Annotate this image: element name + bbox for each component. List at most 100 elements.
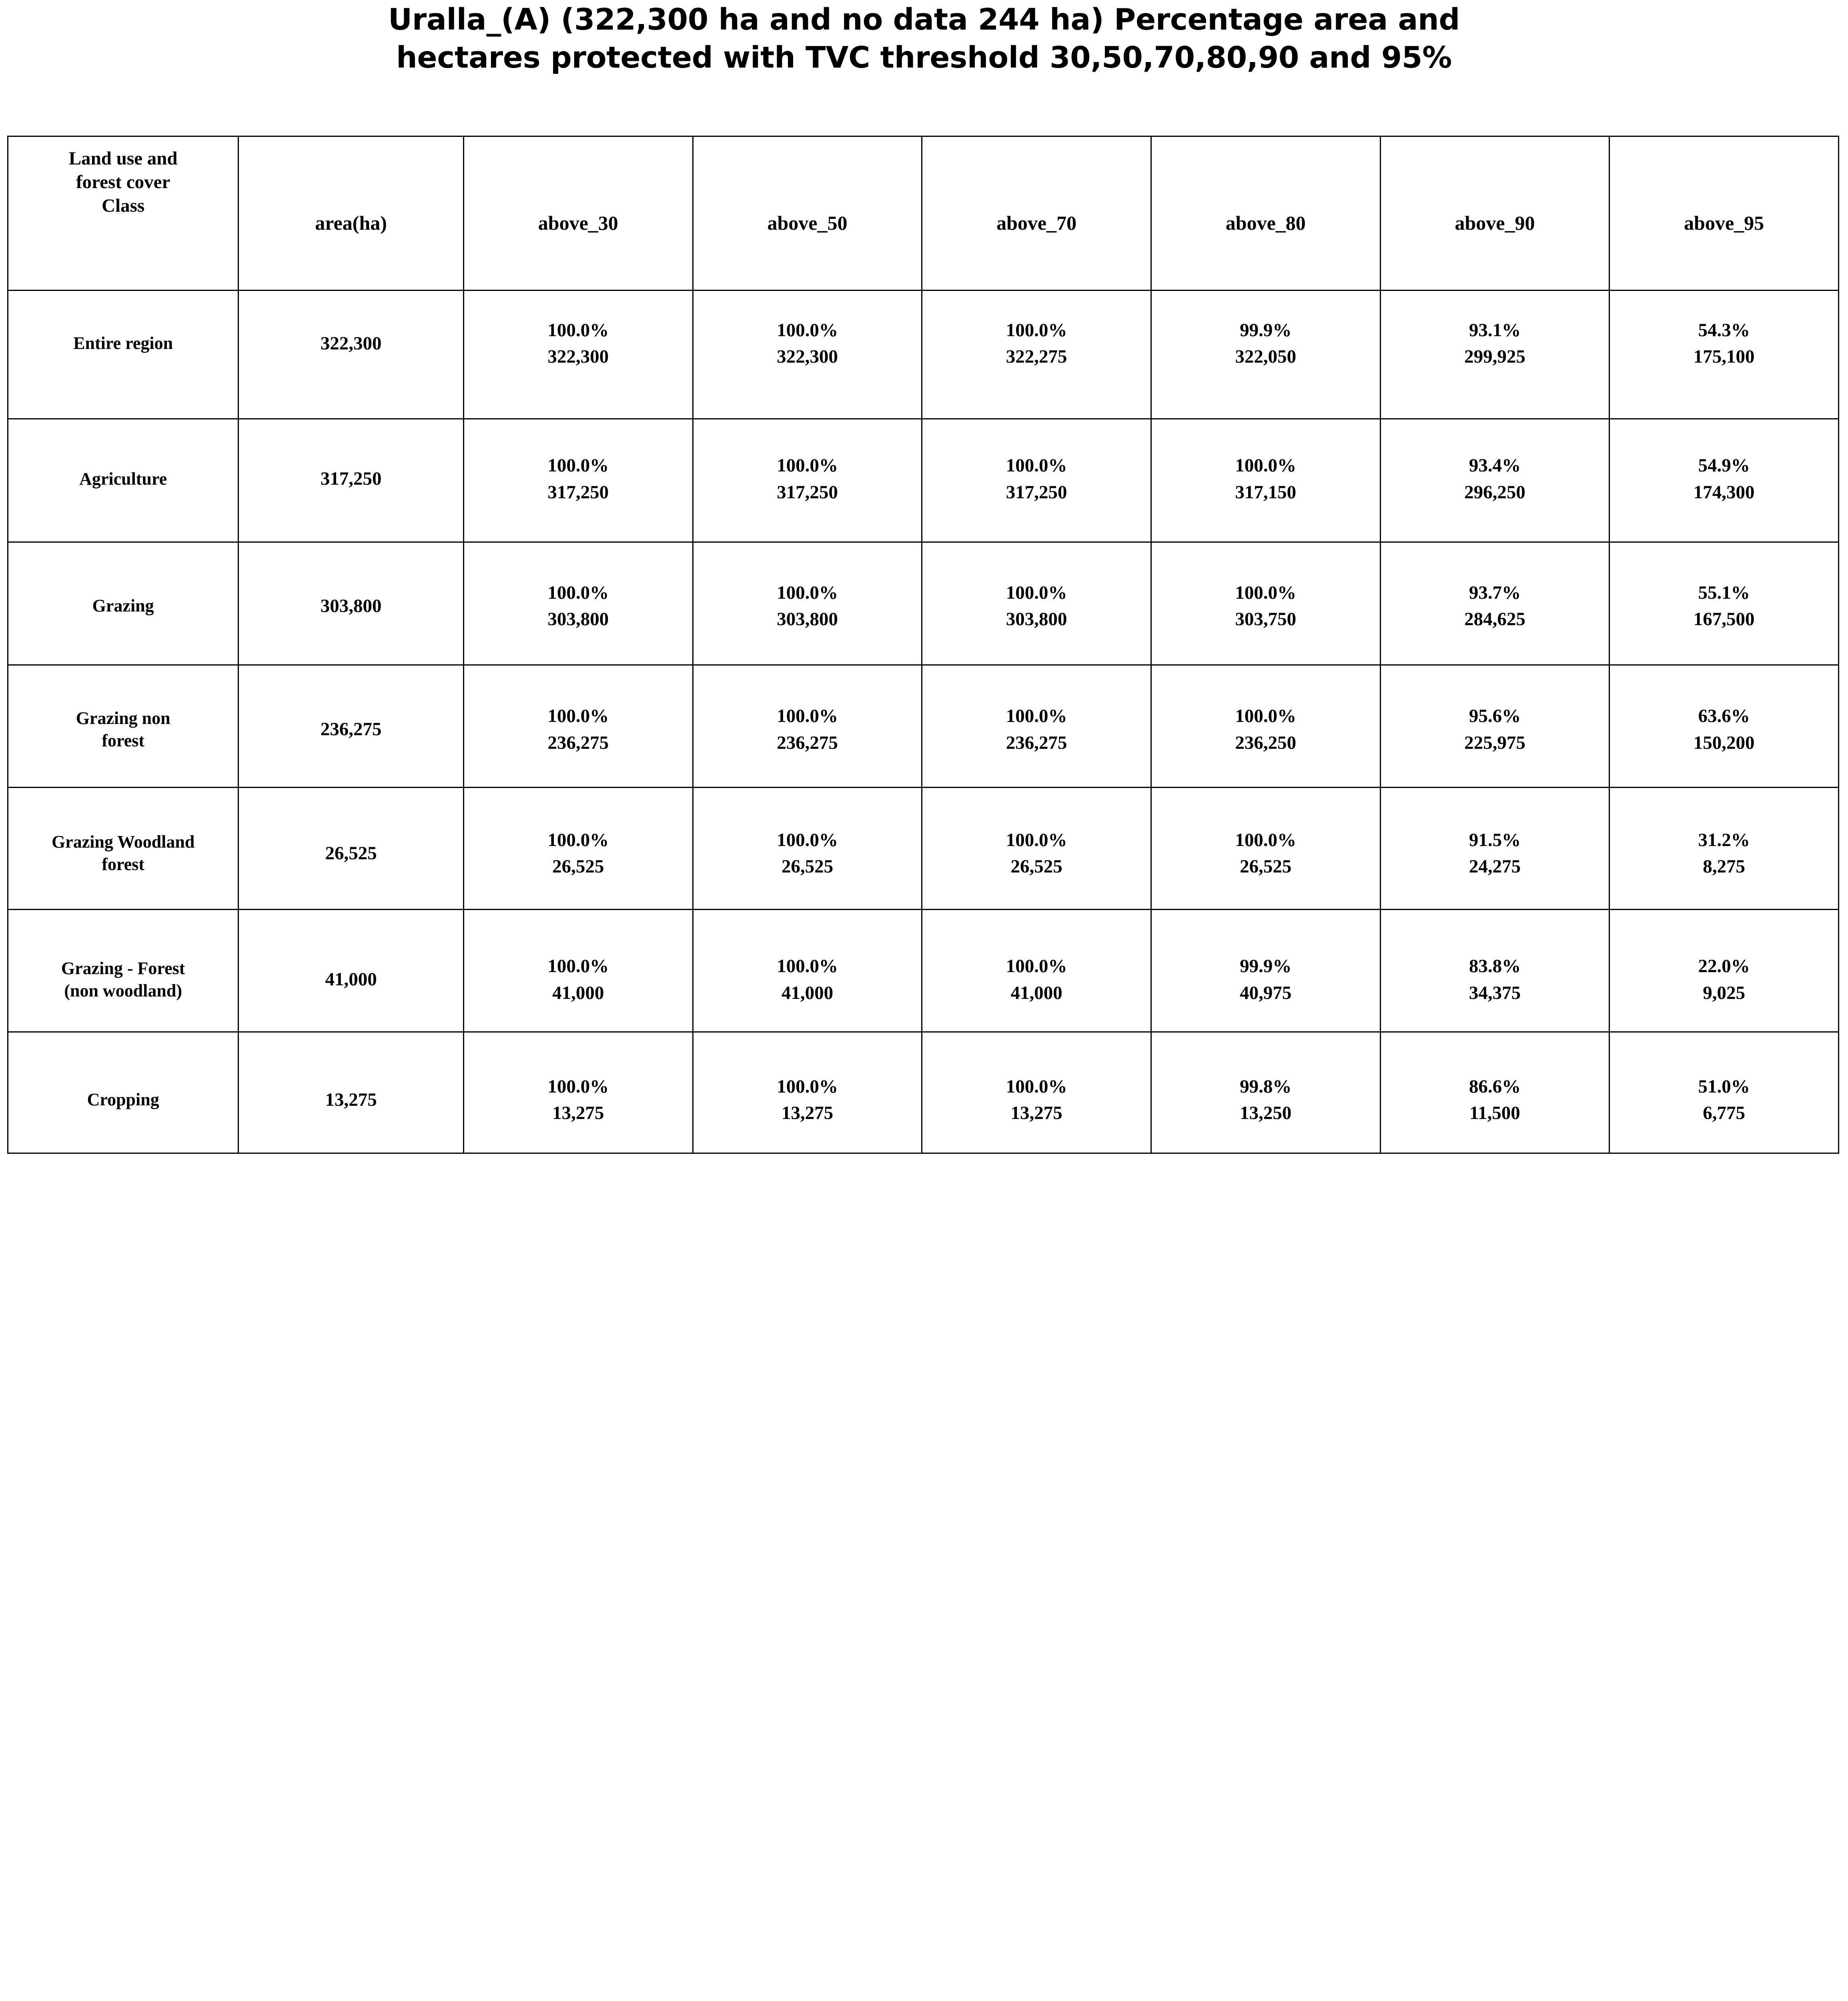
row-threshold-cell-above-95: 51.0% 6,775 <box>1609 1031 1839 1154</box>
threshold-percentage: 100.0% <box>1235 829 1297 850</box>
row-area-value: 322,300 <box>320 333 382 354</box>
row-label-cell: Grazing - Forest (non woodland) <box>7 909 239 1033</box>
row-area-value: 41,000 <box>325 969 377 990</box>
row-label-line: forest <box>102 730 145 750</box>
row-threshold-cell-above-90: 93.7% 284,625 <box>1379 541 1610 666</box>
threshold-hectares: 8,275 <box>1703 856 1746 877</box>
row-threshold-cell-above-80: 100.0% 303,750 <box>1150 541 1381 666</box>
row-threshold-cell-above-50: 100.0% 317,250 <box>692 418 923 543</box>
row-label-cell: Agriculture <box>7 418 239 543</box>
column-header-class-line-3: Class <box>102 195 145 216</box>
table-container: Land use and forest cover Class area(ha)… <box>0 136 1848 1154</box>
row-threshold-cell-above-30: 100.0% 303,800 <box>463 541 694 666</box>
row-label-line: Grazing non <box>76 708 170 728</box>
threshold-percentage: 100.0% <box>1235 455 1297 476</box>
row-threshold-cell-above-95: 31.2% 8,275 <box>1609 787 1839 910</box>
row-label-line: Entire region <box>73 333 173 353</box>
threshold-hectares: 322,050 <box>1235 346 1297 367</box>
threshold-percentage: 22.0% <box>1698 956 1750 977</box>
threshold-hectares: 41,000 <box>552 982 604 1003</box>
threshold-hectares: 303,800 <box>1006 609 1067 630</box>
table-body: Entire region 322,300 100.0% 322,300 100.0% 3… <box>7 290 1839 1154</box>
table-header-row: Land use and forest cover Class area(ha)… <box>7 136 1839 291</box>
page-title-line-2: hectares protected with TVC threshold 30… <box>396 40 1452 75</box>
row-area-value: 303,800 <box>320 595 382 616</box>
threshold-percentage: 100.0% <box>547 1076 609 1097</box>
threshold-hectares: 26,525 <box>1240 856 1292 877</box>
threshold-hectares: 303,800 <box>777 609 838 630</box>
row-label-line: Cropping <box>87 1090 159 1110</box>
threshold-percentage: 100.0% <box>547 319 609 341</box>
row-threshold-cell-above-80: 100.0% 26,525 <box>1150 787 1381 910</box>
row-threshold-cell-above-80: 99.8% 13,250 <box>1150 1031 1381 1154</box>
threshold-hectares: 13,275 <box>781 1103 834 1124</box>
threshold-percentage: 100.0% <box>777 319 838 341</box>
threshold-hectares: 34,375 <box>1469 982 1521 1003</box>
threshold-hectares: 24,275 <box>1469 856 1521 877</box>
threshold-percentage: 51.0% <box>1698 1076 1750 1097</box>
threshold-percentage: 86.6% <box>1469 1076 1521 1097</box>
threshold-hectares: 174,300 <box>1693 481 1755 503</box>
threshold-hectares: 317,250 <box>1006 481 1067 503</box>
row-threshold-cell-above-70: 100.0% 317,250 <box>921 418 1152 543</box>
threshold-percentage: 100.0% <box>547 455 609 476</box>
row-label-cell: Grazing <box>7 541 239 666</box>
table-row: Grazing - Forest (non woodland) 41,000 100.… <box>7 909 1839 1033</box>
threshold-hectares: 317,250 <box>547 481 609 503</box>
row-threshold-cell-above-95: 54.9% 174,300 <box>1609 418 1839 543</box>
row-label-line: Grazing <box>92 596 154 616</box>
row-threshold-cell-above-50: 100.0% 322,300 <box>692 290 923 420</box>
threshold-percentage: 100.0% <box>777 455 838 476</box>
row-area-cell: 322,300 <box>238 290 464 420</box>
threshold-percentage: 100.0% <box>1235 582 1297 603</box>
table-row: Grazing Woodland forest 26,525 100.0% 26,525… <box>7 787 1839 910</box>
row-threshold-cell-above-50: 100.0% 236,275 <box>692 664 923 788</box>
row-area-value: 236,275 <box>320 719 382 740</box>
row-threshold-cell-above-50: 100.0% 303,800 <box>692 541 923 666</box>
threshold-percentage: 100.0% <box>1006 1076 1067 1097</box>
row-threshold-cell-above-30: 100.0% 317,250 <box>463 418 694 543</box>
row-label-cell: Grazing non forest <box>7 664 239 788</box>
threshold-percentage: 100.0% <box>1235 706 1297 727</box>
table-header: Land use and forest cover Class area(ha)… <box>7 136 1839 291</box>
threshold-percentage: 100.0% <box>777 582 838 603</box>
row-threshold-cell-above-30: 100.0% 236,275 <box>463 664 694 788</box>
threshold-hectares: 296,250 <box>1464 481 1525 503</box>
row-threshold-cell-above-50: 100.0% 41,000 <box>692 909 923 1033</box>
row-threshold-cell-above-70: 100.0% 236,275 <box>921 664 1152 788</box>
threshold-hectares: 150,200 <box>1693 732 1755 753</box>
row-label-line: Grazing Woodland <box>51 832 195 852</box>
column-header-above-80: above_80 <box>1150 136 1381 291</box>
threshold-hectares: 13,275 <box>552 1103 604 1124</box>
threshold-percentage: 100.0% <box>547 582 609 603</box>
threshold-percentage: 100.0% <box>1006 956 1067 977</box>
threshold-percentage: 100.0% <box>777 1076 838 1097</box>
threshold-percentage: 93.1% <box>1469 319 1521 341</box>
row-threshold-cell-above-70: 100.0% 26,525 <box>921 787 1152 910</box>
row-threshold-cell-above-70: 100.0% 322,275 <box>921 290 1152 420</box>
threshold-hectares: 284,625 <box>1464 609 1525 630</box>
threshold-percentage: 100.0% <box>1006 319 1067 341</box>
threshold-percentage: 55.1% <box>1698 582 1750 603</box>
threshold-hectares: 41,000 <box>781 982 834 1003</box>
threshold-percentage: 54.3% <box>1698 319 1750 341</box>
row-label-cell: Cropping <box>7 1031 239 1154</box>
threshold-percentage: 100.0% <box>547 956 609 977</box>
row-area-cell: 26,525 <box>238 787 464 910</box>
threshold-hectares: 9,025 <box>1703 982 1746 1003</box>
row-threshold-cell-above-70: 100.0% 41,000 <box>921 909 1152 1033</box>
threshold-hectares: 317,250 <box>777 481 838 503</box>
row-threshold-cell-above-90: 93.1% 299,925 <box>1379 290 1610 420</box>
row-threshold-cell-above-50: 100.0% 13,275 <box>692 1031 923 1154</box>
row-threshold-cell-above-70: 100.0% 303,800 <box>921 541 1152 666</box>
row-threshold-cell-above-70: 100.0% 13,275 <box>921 1031 1152 1154</box>
column-header-above-95: above_95 <box>1609 136 1839 291</box>
threshold-percentage: 83.8% <box>1469 956 1521 977</box>
threshold-percentage: 95.6% <box>1469 706 1521 727</box>
row-label-cell: Entire region <box>7 290 239 420</box>
row-threshold-cell-above-90: 95.6% 225,975 <box>1379 664 1610 788</box>
threshold-percentage: 63.6% <box>1698 706 1750 727</box>
row-threshold-cell-above-95: 22.0% 9,025 <box>1609 909 1839 1033</box>
row-label-line: Agriculture <box>79 469 167 489</box>
threshold-hectares: 322,300 <box>777 346 838 367</box>
